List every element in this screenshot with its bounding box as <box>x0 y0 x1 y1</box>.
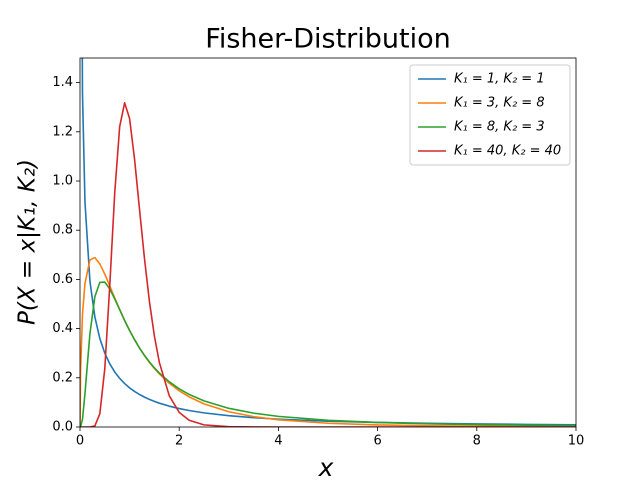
x-tick-label: 4 <box>274 434 282 449</box>
legend-label: K₁ = 8, K₂ = 3 <box>454 120 545 135</box>
x-tick-label: 6 <box>373 434 381 449</box>
y-tick-label: 0.2 <box>52 370 73 385</box>
legend-label: K₁ = 40, K₂ = 40 <box>454 144 561 159</box>
legend-label: K₁ = 1, K₂ = 1 <box>454 72 545 87</box>
legend-box <box>409 64 571 166</box>
y-tick-label: 1.4 <box>52 75 73 90</box>
x-axis-label: x <box>318 453 334 480</box>
plot-area <box>80 58 576 427</box>
plot-frame <box>79 57 577 428</box>
line-series <box>80 102 576 427</box>
y-tick-label: 0.6 <box>52 272 73 287</box>
line-series <box>80 281 576 427</box>
y-axis-label: P(X = x|K₁, K₂) <box>15 159 41 325</box>
legend-label: K₁ = 3, K₂ = 8 <box>454 96 545 111</box>
chart-title: Fisher-Distribution <box>205 24 451 55</box>
y-tick-label: 1.2 <box>52 124 73 139</box>
y-tick-label: 0.4 <box>52 321 73 336</box>
y-tick-label: 0.8 <box>52 223 73 238</box>
x-tick-label: 2 <box>175 434 183 449</box>
x-tick-label: 8 <box>473 434 481 449</box>
y-tick-label: 1.0 <box>52 174 73 189</box>
x-tick-label: 0 <box>76 434 84 449</box>
x-tick-label: 10 <box>568 434 585 449</box>
line-series <box>81 58 576 426</box>
y-tick-label: 0.0 <box>52 420 73 435</box>
